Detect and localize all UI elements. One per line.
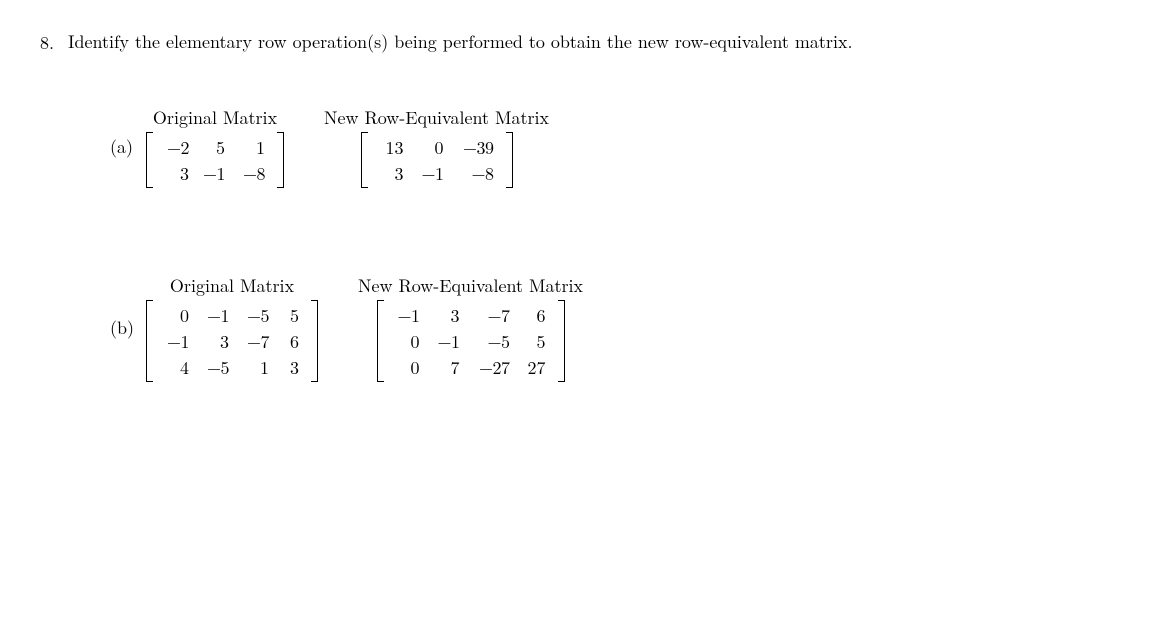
matrix-cell: 0 [412, 134, 452, 160]
matrix-cell: 6 [518, 302, 554, 328]
matrix-cell: −8 [233, 160, 273, 186]
matrix-cell: 5 [518, 328, 554, 354]
subpart-b-new: New Row-Equivalent Matrix −13−760−1−5507… [358, 273, 583, 382]
subpart-a: (a) Original Matrix −2513−1−8 New Row-Eq… [110, 105, 1114, 188]
subpart-a-original: Original Matrix −251 3−1−8 [146, 105, 284, 188]
subpart-b-label: (b) [110, 315, 146, 340]
matrix-cell: 3 [428, 302, 468, 328]
bracket-left [361, 132, 368, 188]
matrix-cell: 5 [197, 134, 233, 160]
bracket-right [506, 132, 513, 188]
matrix-cell: −39 [452, 134, 502, 160]
bracket-right [558, 300, 565, 382]
matrix-cell: 3 [197, 328, 237, 354]
matrix-cell: 6 [277, 328, 307, 354]
subparts-container: (a) Original Matrix −2513−1−8 New Row-Eq… [110, 105, 1114, 382]
subpart-a-new: New Row-Equivalent Matrix 130−39 3−1−8 [324, 105, 549, 188]
matrix-cell: 13 [372, 134, 412, 160]
matrix: 130−39 3−1−8 [361, 132, 513, 188]
matrix-grid: 0−1−55−13−764−513 [153, 300, 311, 382]
matrix-cell: 0 [388, 328, 428, 354]
matrix-cell: −1 [412, 160, 452, 186]
matrix-cell: −1 [197, 160, 233, 186]
matrix-cell: 5 [277, 302, 307, 328]
matrix-cell: −1 [157, 328, 197, 354]
new-matrix-title: New Row-Equivalent Matrix [358, 273, 583, 298]
matrix-cell: 0 [157, 302, 197, 328]
matrix: −13−760−1−5507−2727 [377, 300, 565, 382]
problem-text: Identify the elementary row operation(s)… [68, 30, 1114, 54]
matrix-cell: 27 [518, 354, 554, 380]
new-matrix-title: New Row-Equivalent Matrix [324, 105, 549, 130]
problem-number: 8. [40, 30, 68, 55]
matrix-cell: 1 [237, 354, 277, 380]
matrix-cell: 4 [157, 354, 197, 380]
subpart-b: (b) Original Matrix 0−1−55−13−764−513 Ne… [110, 273, 1114, 382]
matrix-cell: −1 [388, 302, 428, 328]
matrix-cell: −1 [428, 328, 468, 354]
bracket-right [311, 300, 318, 382]
matrix-cell: 7 [428, 354, 468, 380]
matrix-grid: −251 3−1−8 [153, 132, 277, 188]
bracket-left [146, 132, 153, 188]
matrix: 0−1−55−13−764−513 [146, 300, 318, 382]
subpart-a-label: (a) [110, 134, 146, 159]
matrix-cell: −5 [197, 354, 237, 380]
matrix-cell: 0 [388, 354, 428, 380]
matrix-cell: −7 [237, 328, 277, 354]
matrix-cell: −8 [452, 160, 502, 186]
matrix-cell: 3 [157, 160, 197, 186]
bracket-left [146, 300, 153, 382]
matrix-cell: 3 [277, 354, 307, 380]
matrix-cell: −2 [157, 134, 197, 160]
matrix-cell: −5 [237, 302, 277, 328]
matrix-grid: −13−760−1−5507−2727 [384, 300, 558, 382]
matrix: −251 3−1−8 [146, 132, 284, 188]
problem-statement: 8. Identify the elementary row operation… [40, 30, 1114, 55]
bracket-right [277, 132, 284, 188]
bracket-left [377, 300, 384, 382]
matrix-cell: −27 [468, 354, 518, 380]
matrix-cell: −5 [468, 328, 518, 354]
matrix-cell: −1 [197, 302, 237, 328]
matrix-cell: 1 [233, 134, 273, 160]
matrix-cell: 3 [372, 160, 412, 186]
subpart-b-original: Original Matrix 0−1−55−13−764−513 [146, 273, 318, 382]
matrix-cell: −7 [468, 302, 518, 328]
matrix-grid: 130−39 3−1−8 [368, 132, 506, 188]
original-matrix-title: Original Matrix [170, 273, 294, 298]
original-matrix-title: Original Matrix [153, 105, 277, 130]
